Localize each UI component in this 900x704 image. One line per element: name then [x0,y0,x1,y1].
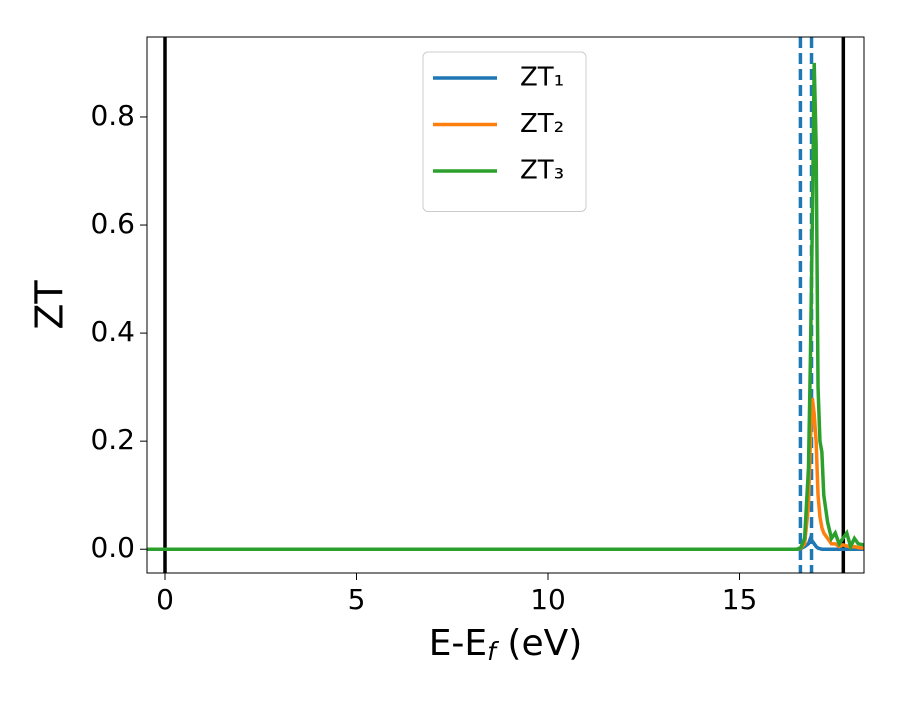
legend-label: ZT₂ [520,109,564,139]
x-tick-label: 5 [348,583,366,616]
legend-label: ZT₁ [520,63,564,93]
y-tick-label: 0.6 [90,207,135,240]
series-line [147,62,864,552]
x-tick-label: 15 [722,583,758,616]
y-axis-label: ZT [28,280,72,330]
y-tick-label: 0.2 [90,423,135,456]
plot-frame [146,36,865,574]
y-tick-label: 0.4 [90,315,135,348]
x-tick-label: 0 [156,583,174,616]
x-axis-label: E-Ef (eV) [429,623,583,666]
legend-label: ZT₃ [520,156,564,186]
series-line [147,534,864,551]
y-tick-label: 0.8 [90,99,135,132]
y-tick-label: 0.0 [90,531,135,564]
x-axis-label-part: E-E [429,623,487,664]
x-tick-label: 10 [530,583,566,616]
x-axis-label-part: (eV) [496,623,582,664]
